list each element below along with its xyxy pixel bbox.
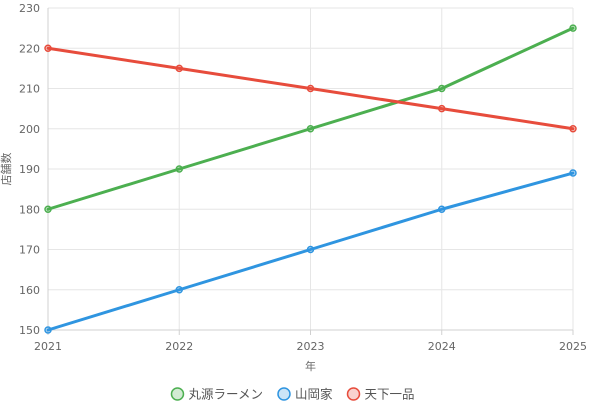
data-point[interactable] xyxy=(175,64,183,73)
data-point[interactable] xyxy=(569,169,577,177)
data-point[interactable] xyxy=(569,24,577,32)
data-point[interactable] xyxy=(175,286,183,294)
data-point[interactable] xyxy=(306,245,315,254)
data-point[interactable] xyxy=(438,104,446,113)
y-axis-title: 店舗数 xyxy=(0,153,13,186)
legend-marker xyxy=(277,387,291,401)
y-tick-label: 150 xyxy=(19,324,40,337)
y-tick-label: 220 xyxy=(19,42,40,55)
series-line xyxy=(46,26,575,211)
y-tick-label: 160 xyxy=(19,284,40,297)
data-point[interactable] xyxy=(438,205,446,213)
x-tick-label: 2025 xyxy=(559,340,587,353)
y-tick-label: 170 xyxy=(19,244,40,257)
axes: 150 160 170 180 190 200 210 220 230 2021 2022 2023 2… xyxy=(19,2,587,353)
series-line xyxy=(46,171,575,332)
data-point[interactable] xyxy=(569,125,577,133)
series-1 xyxy=(44,24,577,213)
legend-label: 丸源ラーメン xyxy=(188,387,263,402)
y-tick-label: 230 xyxy=(19,2,40,15)
legend-item[interactable]: 丸源ラーメン xyxy=(170,387,263,402)
x-tick-label: 2022 xyxy=(165,340,193,353)
x-axis-title: 年 xyxy=(305,359,316,373)
series-3 xyxy=(44,44,577,133)
y-tick-label: 180 xyxy=(19,203,40,216)
y-tick-label: 200 xyxy=(19,123,40,136)
legend-item[interactable]: 山岡家 xyxy=(277,387,333,402)
data-point[interactable] xyxy=(44,326,52,334)
data-point[interactable] xyxy=(438,84,446,93)
x-tick-label: 2023 xyxy=(297,340,325,353)
data-point[interactable] xyxy=(175,165,183,173)
y-tick-label: 210 xyxy=(19,83,40,96)
series-2 xyxy=(44,169,577,334)
data-point[interactable] xyxy=(44,44,52,52)
x-tick-label: 2024 xyxy=(428,340,456,353)
series-line xyxy=(46,46,575,131)
legend: 丸源ラーメン 山岡家 天下一品 xyxy=(170,387,415,402)
legend-label: 山岡家 xyxy=(295,387,333,402)
y-tick-label: 190 xyxy=(19,163,40,176)
legend-item[interactable]: 天下一品 xyxy=(346,387,415,402)
data-point[interactable] xyxy=(44,205,52,213)
legend-marker xyxy=(346,387,361,401)
legend-label: 天下一品 xyxy=(365,387,415,402)
gridlines xyxy=(47,7,574,331)
series xyxy=(44,24,577,334)
legend-marker xyxy=(170,387,185,401)
data-point[interactable] xyxy=(306,84,315,93)
data-point[interactable] xyxy=(306,125,315,133)
x-tick-label: 2021 xyxy=(34,340,62,353)
